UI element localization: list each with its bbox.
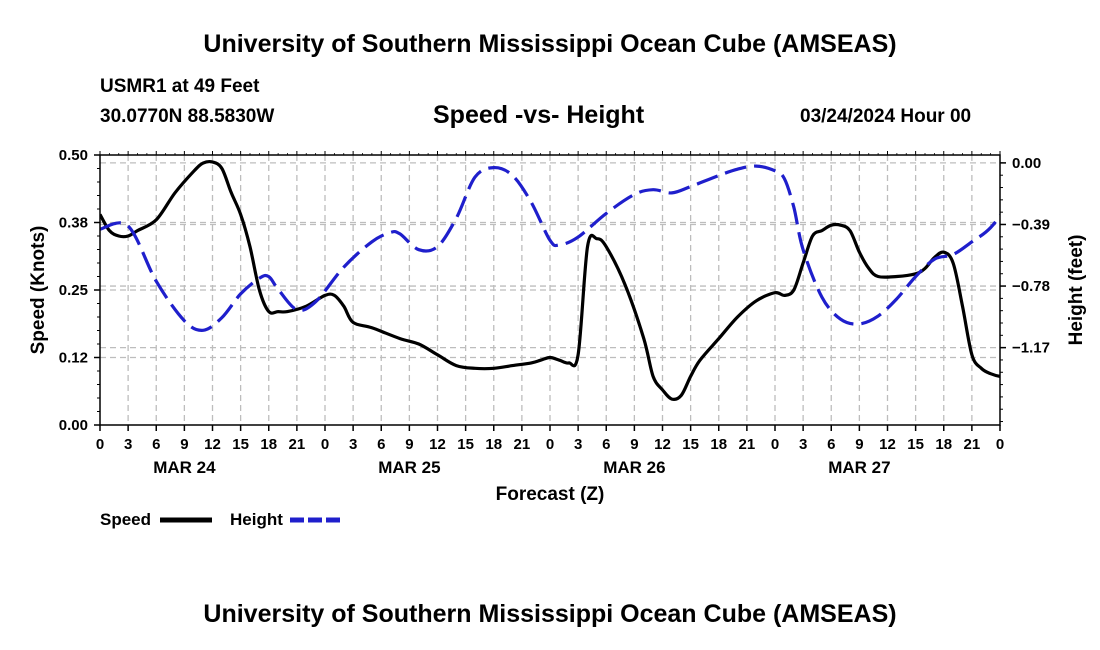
x-tick-label: 12 xyxy=(204,436,221,453)
left-tick-label: 0.00 xyxy=(59,417,88,434)
x-tick-label: 9 xyxy=(405,436,413,453)
x-tick-label: 9 xyxy=(630,436,638,453)
x-tick-label: 6 xyxy=(827,436,835,453)
left-tick-label: 0.50 xyxy=(59,147,88,164)
left-tick-label: 0.38 xyxy=(59,215,88,232)
speed-height-chart: 0 3 6 9 12 15 18 21 0 3 6 9 12 15 18 21 0 3 6 9 12 15 18 21 0 3 6 9… xyxy=(28,147,1087,529)
x-tick-label: 21 xyxy=(289,436,306,453)
x-tick-label: 0 xyxy=(771,436,779,453)
left-tick-label: 0.12 xyxy=(59,350,88,367)
right-tick-label: −1.17 xyxy=(1012,340,1050,357)
legend-height-label: Height xyxy=(230,510,283,529)
x-tick-label: 0 xyxy=(321,436,329,453)
grid xyxy=(100,155,1000,425)
legend: Speed Height xyxy=(100,510,342,529)
x-tick-label: 15 xyxy=(232,436,249,453)
x-tick-label: 0 xyxy=(996,436,1004,453)
left-axis-title: Speed (Knots) xyxy=(28,226,49,355)
date-label: MAR 24 xyxy=(153,458,216,477)
x-tick-label: 18 xyxy=(260,436,277,453)
station-label: USMR1 at 49 Feet xyxy=(100,76,260,97)
right-axis-title: Height (feet) xyxy=(1066,235,1087,346)
x-tick-label: 12 xyxy=(429,436,446,453)
x-tick-label: 0 xyxy=(546,436,554,453)
x-tick-label: 3 xyxy=(349,436,357,453)
x-tick-label: 15 xyxy=(907,436,924,453)
x-tick-label: 6 xyxy=(152,436,160,453)
legend-speed-label: Speed xyxy=(100,510,151,529)
page-title: University of Southern Mississippi Ocean… xyxy=(203,30,897,58)
right-tick-label: −0.39 xyxy=(1012,216,1050,233)
x-tick-label: 6 xyxy=(602,436,610,453)
left-tick-label: 0.25 xyxy=(59,282,88,299)
x-axis-title: Forecast (Z) xyxy=(496,484,605,505)
x-tick-label: 21 xyxy=(514,436,531,453)
x-tick-label: 12 xyxy=(879,436,896,453)
x-tick-label: 21 xyxy=(739,436,756,453)
x-tick-label: 9 xyxy=(180,436,188,453)
series-layer xyxy=(100,159,1000,402)
series-line-speed xyxy=(100,159,1000,402)
x-tick-label: 12 xyxy=(654,436,671,453)
footer-title: University of Southern Mississippi Ocean… xyxy=(203,600,897,628)
plot-title: Speed -vs- Height xyxy=(433,101,645,129)
x-tick-label: 21 xyxy=(964,436,981,453)
right-tick-label: 0.00 xyxy=(1012,155,1041,172)
axes: 0 3 6 9 12 15 18 21 0 3 6 9 12 15 18 21 0 3 6 9 12 15 18 21 0 3 6 9… xyxy=(59,147,1050,477)
x-tick-label: 15 xyxy=(457,436,474,453)
x-tick-label: 3 xyxy=(574,436,582,453)
x-tick-label: 18 xyxy=(935,436,952,453)
x-tick-label: 15 xyxy=(682,436,699,453)
x-tick-label: 3 xyxy=(799,436,807,453)
date-label: MAR 27 xyxy=(828,458,890,477)
coordinates-label: 30.0770N 88.5830W xyxy=(100,106,275,127)
right-tick-label: −0.78 xyxy=(1012,278,1050,295)
date-label: MAR 25 xyxy=(378,458,440,477)
date-label: MAR 26 xyxy=(603,458,665,477)
x-tick-label: 6 xyxy=(377,436,385,453)
x-tick-label: 18 xyxy=(710,436,727,453)
x-tick-label: 3 xyxy=(124,436,132,453)
datetime-label: 03/24/2024 Hour 00 xyxy=(800,106,972,127)
x-tick-label: 0 xyxy=(96,436,104,453)
x-tick-label: 18 xyxy=(485,436,502,453)
x-tick-label: 9 xyxy=(855,436,863,453)
